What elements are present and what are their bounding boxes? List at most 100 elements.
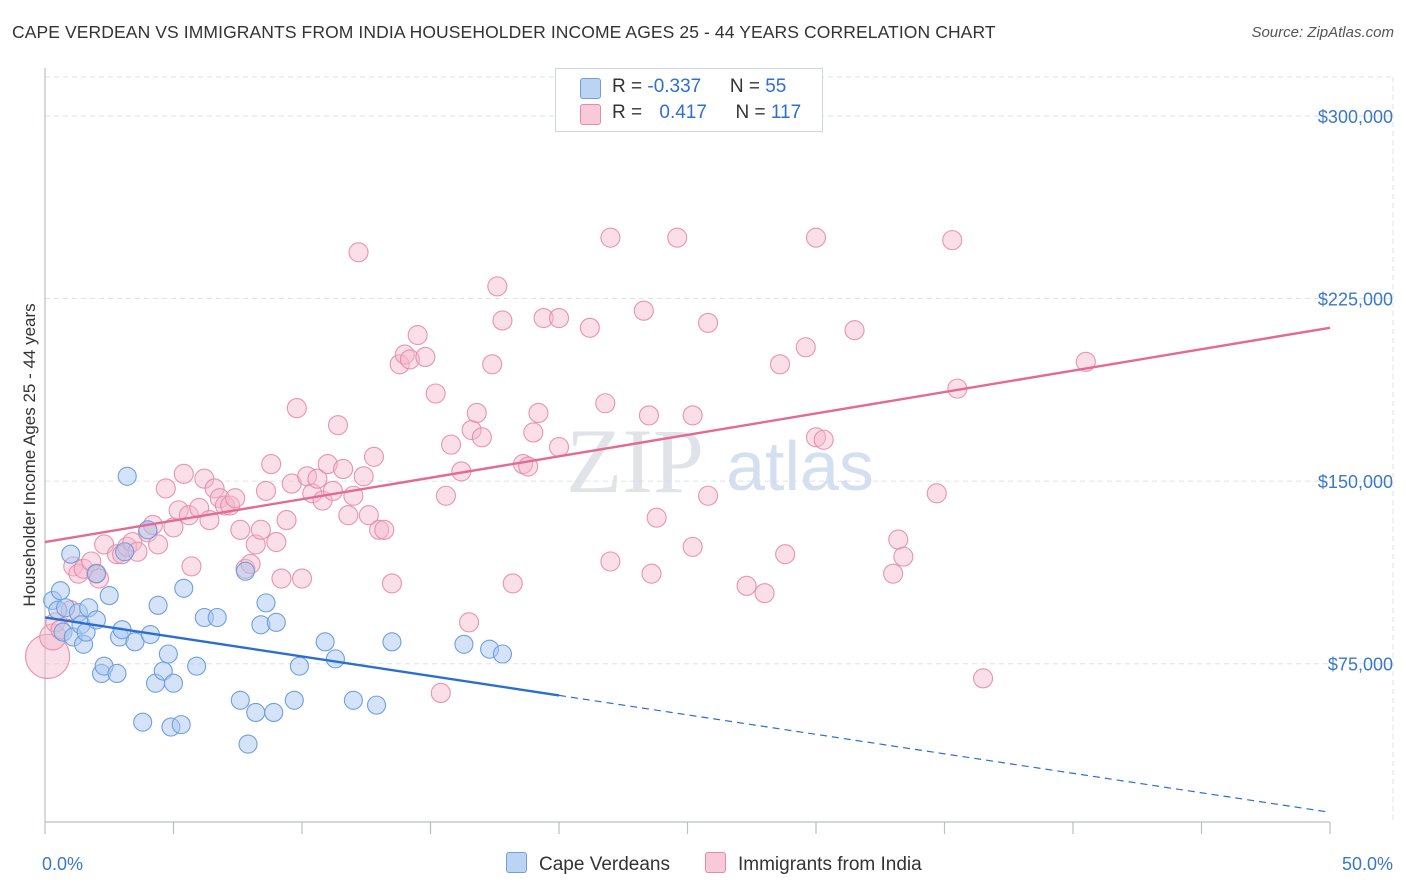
india-point: [173, 463, 194, 484]
india-point: [225, 488, 246, 509]
bottom-legend-blue-label: Cape Verdeans: [539, 854, 670, 875]
cape-verdean-point: [148, 595, 168, 615]
india-points: [25, 227, 1096, 704]
india-point: [441, 434, 462, 455]
india-point: [353, 466, 374, 487]
legend-r-blue: -0.337: [647, 76, 702, 97]
cape-verdean-point: [315, 632, 335, 652]
legend-swatch-blue: [580, 78, 601, 99]
india-point: [600, 227, 621, 248]
grid-lines: [45, 76, 1394, 822]
watermark-zip: ZIP: [566, 410, 704, 512]
india-point: [579, 317, 600, 338]
india-point: [775, 544, 796, 565]
cape-verdean-point: [158, 644, 178, 664]
india-point: [926, 483, 947, 504]
cape-verdean-point: [343, 690, 363, 710]
india-point: [425, 383, 446, 404]
cape-verdean-point: [325, 649, 345, 669]
cape-verdean-point: [187, 656, 207, 676]
india-point: [528, 402, 549, 424]
india-point: [600, 551, 621, 572]
bottom-legend-pink-label: Immigrants from India: [738, 854, 922, 875]
india-point: [389, 354, 410, 375]
india-point: [667, 227, 688, 248]
cape-verdean-point: [230, 690, 250, 710]
india-point: [322, 480, 343, 501]
india-point: [307, 468, 328, 489]
india-point: [471, 427, 492, 448]
india-point: [523, 422, 544, 443]
cape-verdean-point: [256, 593, 276, 613]
cape-verdean-point: [264, 702, 284, 722]
india-point: [736, 575, 757, 596]
india-point: [805, 227, 827, 248]
india-point: [844, 320, 865, 341]
bottom-legend-blue: Cape Verdeans: [506, 852, 670, 876]
cape-verdean-point: [238, 734, 258, 754]
india-point: [181, 556, 202, 577]
trend-lines: [44, 326, 1331, 813]
cape-verdean-point: [163, 673, 184, 693]
india-point: [369, 519, 390, 540]
y-tick-label: $150,000: [1318, 472, 1393, 492]
india-point: [261, 454, 282, 475]
india-trend-line: [44, 326, 1331, 544]
india-point: [266, 531, 287, 553]
cape-verdean-point: [99, 586, 119, 606]
y-tick-label: $300,000: [1318, 107, 1393, 127]
india-point: [338, 505, 359, 526]
cape-verdean-point: [266, 612, 286, 632]
india-point: [381, 573, 403, 594]
india-point: [25, 633, 71, 679]
india-point: [805, 427, 827, 448]
cape-verdean-point: [117, 466, 137, 486]
india-point: [698, 485, 719, 506]
india-point: [327, 415, 349, 436]
india-point: [548, 437, 570, 458]
cape-verdean-point: [171, 715, 191, 735]
cape-verdean-point: [284, 690, 304, 710]
india-point: [942, 230, 963, 251]
india-point: [633, 300, 654, 321]
india-point: [502, 573, 523, 594]
legend-n-blue: 55: [765, 76, 787, 97]
india-point: [348, 242, 369, 263]
cape-verdean-point: [107, 663, 127, 684]
india-point: [487, 276, 508, 297]
bottom-legend-pink: Immigrants from India: [705, 852, 922, 876]
cape-verdean-point: [50, 581, 70, 601]
india-point: [407, 325, 428, 346]
india-point: [250, 519, 271, 540]
tick-labels: $75,000 $150,000 $225,000 $300,000 0.0% 50.0%: [42, 107, 1393, 874]
legend-r-pink: 0.417: [659, 102, 707, 123]
india-point: [276, 510, 297, 531]
india-point: [358, 505, 379, 526]
india-point: [769, 354, 791, 375]
india-point: [682, 536, 703, 557]
y-tick-label: $225,000: [1318, 290, 1393, 310]
legend-text-blue: R = -0.337 N = 55: [612, 76, 787, 97]
india-point: [795, 337, 816, 358]
source-label: Source: ZipAtlas.com: [1251, 24, 1394, 41]
cape-verdean-point: [207, 607, 227, 628]
india-point: [204, 478, 225, 499]
bottom-swatch-pink: [705, 852, 726, 873]
india-point: [155, 478, 176, 499]
india-point: [641, 563, 662, 584]
cape-verdean-point: [115, 542, 135, 562]
y-tick-label: $75,000: [1328, 655, 1393, 675]
india-point: [415, 346, 436, 368]
cape-verdean-trend-extension: [558, 694, 1331, 813]
india-point: [430, 682, 451, 704]
india-point: [291, 568, 313, 589]
cape-verdean-point: [382, 632, 402, 652]
india-point: [813, 429, 834, 450]
india-point: [148, 534, 169, 555]
chart-title: CAPE VERDEAN VS IMMIGRANTS FROM INDIA HO…: [12, 22, 996, 42]
india-point: [230, 519, 251, 540]
legend-text-pink: R = 0.417 N = 117: [612, 102, 802, 123]
india-point: [482, 354, 503, 375]
cape-verdean-points: [43, 466, 513, 754]
